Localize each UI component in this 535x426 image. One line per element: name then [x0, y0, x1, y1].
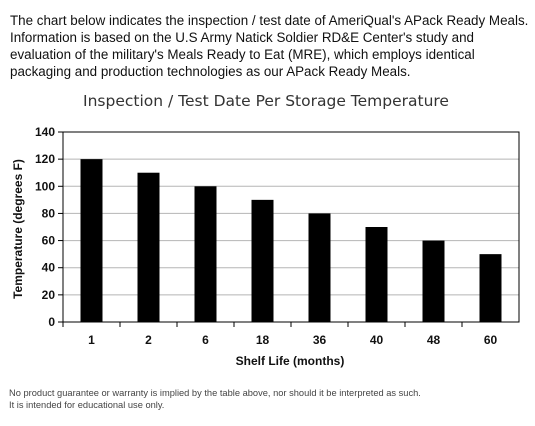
x-tick-label: 40 — [370, 333, 384, 347]
bar-chart: Inspection / Test Date Per Storage Tempe… — [11, 92, 520, 368]
chart-title: Inspection / Test Date Per Storage Tempe… — [83, 92, 449, 110]
y-axis-label: Temperature (degrees F) — [11, 159, 25, 299]
bar-18 — [251, 199, 274, 322]
bar-60 — [479, 254, 502, 322]
bar-48 — [422, 240, 445, 322]
x-tick-label: 2 — [145, 333, 152, 347]
bar-40 — [365, 227, 388, 322]
x-tick-label: 1 — [88, 333, 95, 347]
y-tick-label: 40 — [42, 261, 56, 275]
x-tick-label: 36 — [313, 333, 327, 347]
x-axis-ticks: 1 2 6 18 36 40 48 60 — [62, 322, 498, 347]
intro-text: The chart below indicates the inspection… — [10, 13, 529, 79]
x-axis-label: Shelf Life (months) — [236, 354, 345, 368]
bar-6 — [194, 186, 217, 322]
x-tick-label: 6 — [202, 333, 209, 347]
x-tick-label: 18 — [256, 333, 270, 347]
x-tick-label: 48 — [427, 333, 441, 347]
disclaimer: No product guarantee or warranty is impl… — [9, 387, 529, 411]
y-axis-ticks: 0 20 40 60 80 100 120 140 — [35, 125, 63, 329]
gridlines — [63, 131, 519, 323]
y-tick-label: 20 — [42, 288, 56, 302]
disclaimer-line-2: It is intended for educational use only. — [9, 400, 165, 410]
y-tick-label: 80 — [42, 206, 56, 220]
bar-2 — [137, 172, 160, 322]
bar-1 — [80, 159, 103, 322]
y-tick-label: 140 — [35, 125, 55, 139]
disclaimer-line-1: No product guarantee or warranty is impl… — [9, 388, 421, 398]
y-tick-label: 100 — [35, 179, 55, 193]
bar-36 — [308, 213, 331, 322]
y-tick-label: 60 — [42, 234, 56, 248]
x-tick-label: 60 — [484, 333, 498, 347]
bars — [80, 159, 502, 322]
y-tick-label: 120 — [35, 152, 55, 166]
y-tick-label: 0 — [48, 315, 55, 329]
plot-frame — [62, 131, 520, 323]
